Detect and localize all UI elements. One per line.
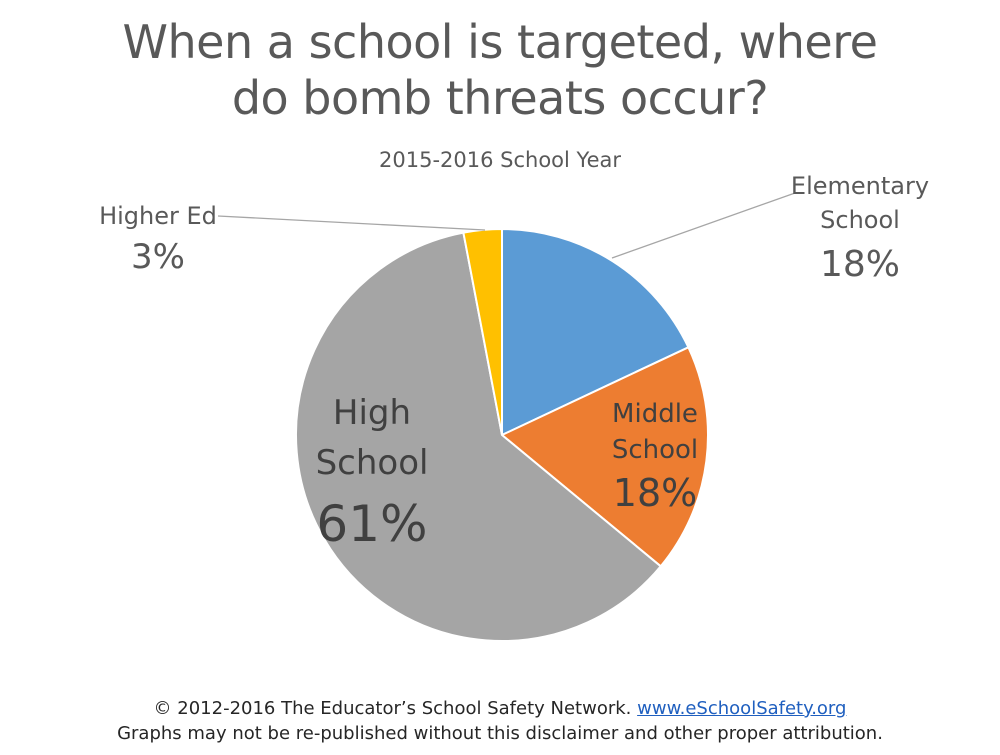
- label-middle-value: 18%: [613, 471, 697, 515]
- footer-line-1: © 2012-2016 The Educator’s School Safety…: [0, 696, 1000, 721]
- copyright-text: © 2012-2016 The Educator’s School Safety…: [153, 698, 632, 719]
- footer: © 2012-2016 The Educator’s School Safety…: [0, 696, 1000, 746]
- pie-chart: Elementary School 18% Middle School 18% …: [99, 172, 929, 642]
- footer-line-2: Graphs may not be re-published without t…: [117, 723, 883, 744]
- label-high-name-2: School: [316, 443, 429, 483]
- label-higher-ed-name: Higher Ed: [99, 202, 217, 230]
- label-high-name-1: High: [333, 393, 411, 433]
- leader-line-elementary: [611, 192, 796, 259]
- chart-title-line-1: When a school is targeted, where: [122, 15, 878, 69]
- website-link[interactable]: www.eSchoolSafety.org: [637, 698, 847, 719]
- label-elementary-name-2: School: [820, 206, 900, 234]
- label-high-value: 61%: [316, 495, 427, 553]
- label-middle-name-1: Middle: [612, 399, 698, 429]
- slice-middle-school: [500, 345, 709, 568]
- pie-slices: [295, 227, 709, 642]
- label-elementary-name-1: Elementary: [791, 172, 929, 200]
- chart-subtitle: 2015-2016 School Year: [379, 148, 621, 172]
- label-higher-ed-value: 3%: [131, 237, 185, 277]
- label-elementary-value: 18%: [820, 244, 900, 285]
- slice-high-school: [295, 231, 663, 642]
- label-middle-name-2: School: [612, 435, 698, 465]
- slice-elementary-school: [501, 227, 690, 437]
- chart-title: When a school is targeted, where do bomb…: [0, 14, 1000, 126]
- leader-line-higher-ed: [217, 215, 486, 231]
- chart-title-line-2: do bomb threats occur?: [231, 71, 769, 125]
